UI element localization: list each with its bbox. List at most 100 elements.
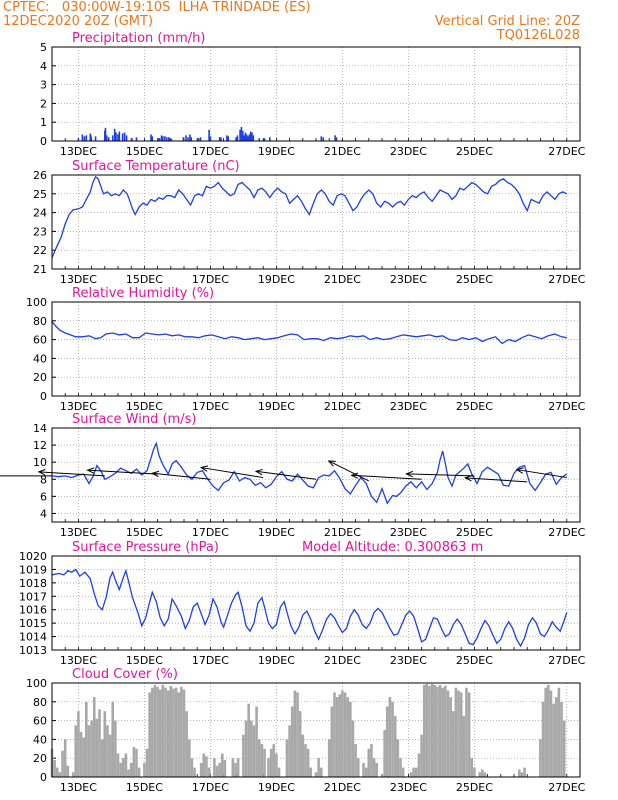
cloud-bar bbox=[277, 767, 281, 777]
x-tick-label: 27DEC bbox=[548, 654, 585, 667]
wind-arrow bbox=[37, 469, 105, 477]
cloud-bar bbox=[166, 690, 170, 777]
cloud-bar bbox=[119, 762, 122, 777]
precip-bar bbox=[199, 137, 202, 141]
y-tick-label: 26 bbox=[33, 169, 47, 182]
cloud-bar bbox=[87, 725, 91, 777]
y-tick-label: 1019 bbox=[19, 563, 47, 576]
wind-arrow-shaft bbox=[328, 460, 370, 482]
x-tick-label: 13DEC bbox=[60, 145, 97, 158]
x-tick-label: 23DEC bbox=[390, 654, 427, 667]
precip-bar bbox=[182, 137, 185, 141]
x-tick-label: 17DEC bbox=[192, 145, 229, 158]
cloud-bar bbox=[174, 687, 178, 777]
cloud-bar bbox=[95, 718, 99, 777]
cloud-bar bbox=[121, 758, 125, 777]
wind-arrow-head bbox=[515, 467, 524, 474]
x-tick-label: 15DEC bbox=[126, 654, 163, 667]
cloud-bar bbox=[111, 701, 115, 777]
cloud-bar bbox=[309, 767, 313, 777]
cloud-bar bbox=[422, 684, 426, 777]
precip-bar bbox=[320, 136, 323, 141]
cloud-bar bbox=[341, 690, 344, 777]
model-altitude-label: Model Altitude: 0.300863 m bbox=[302, 540, 483, 555]
wind-arrow bbox=[463, 475, 528, 483]
cloud-bar bbox=[449, 697, 452, 777]
precip-bar bbox=[227, 136, 230, 141]
cloud-bar bbox=[441, 687, 445, 777]
cloud-bar bbox=[306, 748, 310, 777]
panel-title: Precipitation (mm/h) bbox=[72, 31, 205, 46]
cloud-bar bbox=[467, 692, 471, 777]
y-tick-label: 100 bbox=[26, 677, 47, 690]
cloud-bar bbox=[169, 685, 173, 777]
wind-arrow-head bbox=[405, 470, 414, 478]
cloud-bar bbox=[220, 753, 224, 777]
cloud-bar bbox=[153, 684, 157, 777]
cloud-bar bbox=[132, 746, 136, 777]
cloud-bar bbox=[296, 692, 299, 777]
x-tick-label: 19DEC bbox=[258, 654, 295, 667]
cloud-bar bbox=[314, 772, 318, 777]
precip-bar bbox=[258, 138, 261, 141]
cloud-bar bbox=[247, 703, 250, 777]
wind-arrow bbox=[515, 467, 567, 479]
x-tick-label: 25DEC bbox=[456, 526, 493, 539]
y-tick-label: 5 bbox=[40, 41, 47, 54]
cloud-bar bbox=[547, 684, 550, 777]
cloud-bar bbox=[285, 739, 289, 777]
grid-lines bbox=[52, 555, 580, 651]
x-tick-label: 23DEC bbox=[390, 400, 427, 413]
precip-bar bbox=[107, 137, 110, 141]
precip-bar bbox=[164, 136, 166, 141]
precip-bar bbox=[169, 138, 171, 141]
wind-arrow bbox=[405, 470, 475, 478]
cloud-bar bbox=[557, 687, 561, 777]
precip-bar bbox=[158, 138, 161, 141]
precip-bar bbox=[168, 137, 170, 141]
cloud-bar bbox=[438, 684, 442, 777]
cloud-bar bbox=[234, 762, 237, 777]
cloud-bar bbox=[517, 769, 521, 777]
x-tick-label: 23DEC bbox=[390, 273, 427, 286]
x-tick-label: 15DEC bbox=[126, 273, 163, 286]
y-tick-label: 1016 bbox=[19, 604, 47, 617]
precip-bar bbox=[247, 136, 249, 141]
precip-bar bbox=[166, 137, 168, 141]
x-tick-label: 27DEC bbox=[548, 273, 585, 286]
precip-bar bbox=[244, 132, 247, 141]
cloud-bar bbox=[267, 758, 270, 777]
wind-arrow-shaft bbox=[406, 473, 475, 477]
wind-arrow-shaft bbox=[152, 472, 211, 480]
cloud-bar bbox=[459, 692, 463, 777]
series-line bbox=[51, 568, 568, 648]
y-tick-label: 60 bbox=[33, 334, 47, 347]
panel-frame bbox=[51, 301, 581, 397]
cloud-bar bbox=[370, 744, 373, 777]
precip-bar bbox=[335, 137, 338, 141]
cloud-bar bbox=[288, 725, 291, 777]
x-tick-label: 17DEC bbox=[192, 654, 229, 667]
cloud-bar bbox=[158, 689, 162, 777]
cloud-bar bbox=[372, 758, 376, 777]
wind-arrow-head bbox=[199, 465, 209, 472]
panel-frame bbox=[51, 555, 581, 651]
grid-lines bbox=[52, 301, 580, 397]
precip-bar bbox=[190, 137, 193, 141]
precip-bar bbox=[249, 131, 252, 141]
precip-bar bbox=[209, 136, 212, 141]
y-tick-label: 0 bbox=[40, 135, 47, 148]
x-tick-label: 21DEC bbox=[324, 273, 361, 286]
cloud-bar bbox=[301, 734, 305, 777]
cloud-bar bbox=[420, 734, 423, 777]
precip-bar bbox=[245, 134, 248, 141]
cloud-bar bbox=[161, 684, 165, 777]
cloud-bar bbox=[199, 762, 203, 777]
panel-frame bbox=[51, 427, 581, 523]
cloud-bar bbox=[364, 767, 368, 777]
x-tick-label: 21DEC bbox=[324, 400, 361, 413]
cloud-bar bbox=[388, 697, 392, 777]
x-tick-label: 27DEC bbox=[548, 145, 585, 158]
cloud-bar bbox=[478, 772, 481, 777]
